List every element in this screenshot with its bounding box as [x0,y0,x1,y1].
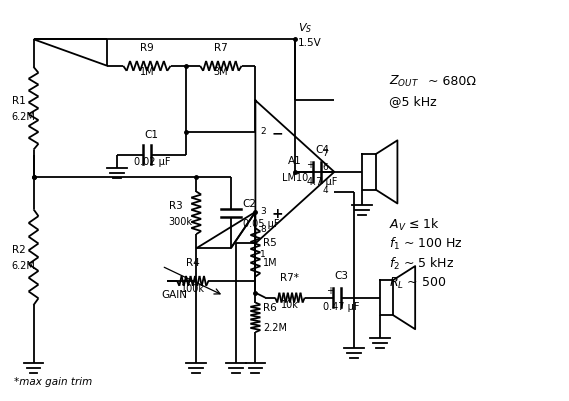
Text: 300k: 300k [168,216,193,226]
Text: 0.05 μF: 0.05 μF [242,218,279,228]
Text: 0.02 μF: 0.02 μF [134,157,170,167]
Text: $f_2$ ~ 5 kHz: $f_2$ ~ 5 kHz [389,255,454,271]
Text: $R_L$ ~ 500: $R_L$ ~ 500 [389,275,446,291]
Text: $V_S$: $V_S$ [298,22,312,35]
Text: C4: C4 [315,145,329,155]
Text: $f_1$ ~ 100 Hz: $f_1$ ~ 100 Hz [389,236,463,252]
Text: A1: A1 [288,156,302,166]
Text: 1.5V: 1.5V [298,38,321,48]
Text: 6.2M: 6.2M [12,260,36,270]
Text: C1: C1 [145,130,159,140]
Text: 100k: 100k [181,283,205,293]
Text: $Z_{OUT}$: $Z_{OUT}$ [389,74,419,89]
Text: 3M: 3M [213,67,228,77]
Text: GAIN: GAIN [162,289,188,299]
Text: +: + [271,207,283,221]
Text: R3: R3 [168,200,183,211]
Text: $A_V$ ≤ 1k: $A_V$ ≤ 1k [389,216,440,232]
Text: R1: R1 [12,96,26,106]
Text: 6: 6 [323,163,328,172]
Text: +: + [326,285,334,295]
Text: +: + [306,160,314,170]
Text: 2: 2 [261,127,266,136]
Text: R4: R4 [186,257,200,267]
Text: 1M: 1M [139,67,154,77]
Text: R9: R9 [140,43,154,53]
Text: 7: 7 [323,148,328,157]
Text: R2: R2 [12,245,26,255]
Text: C2: C2 [242,198,257,209]
Text: 1: 1 [261,249,266,258]
Text: 4.7 μF: 4.7 μF [307,176,337,186]
Text: R7: R7 [214,43,228,53]
Text: 8: 8 [261,225,266,233]
Text: 6.2M: 6.2M [12,112,36,122]
Text: @5 kHz: @5 kHz [389,95,436,107]
Text: 4: 4 [323,186,328,194]
Text: LM10: LM10 [282,172,308,182]
Text: *max gain trim: *max gain trim [14,377,92,387]
Text: 0.47 μF: 0.47 μF [323,302,360,312]
Text: R6: R6 [263,303,277,313]
Text: R7*: R7* [281,272,299,282]
Text: 1M: 1M [263,257,278,267]
Text: ~ 680Ω: ~ 680Ω [428,75,476,88]
Text: −: − [271,127,283,140]
Text: R5: R5 [263,238,277,248]
Text: 2.2M: 2.2M [263,322,287,332]
Text: 3: 3 [261,207,266,216]
Text: C3: C3 [335,270,349,280]
Text: 10k: 10k [281,300,299,310]
